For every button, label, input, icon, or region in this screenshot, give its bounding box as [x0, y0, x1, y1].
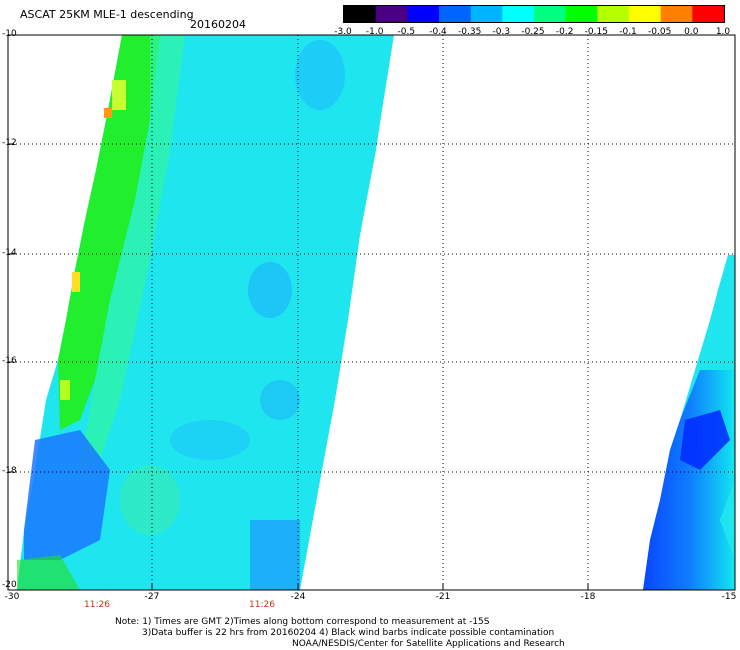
yellow-spot: [60, 380, 70, 400]
left-swath-patch: [260, 380, 300, 420]
colorbar-label: -0.15: [584, 27, 608, 37]
colorbar-segment: [565, 6, 598, 22]
colorbar-label: -0.25: [521, 27, 545, 37]
right-swath-blue: [643, 370, 735, 590]
colorbar-segment: [375, 6, 408, 22]
time-label: 11:26: [84, 600, 110, 610]
colorbar-segment: [629, 6, 662, 22]
x-tick-label: -15: [721, 592, 737, 602]
yellow-spot: [112, 80, 126, 110]
left-swath-green-band: [58, 35, 160, 430]
colorbar-segment: [597, 6, 630, 22]
y-tick-label: -10: [2, 29, 17, 39]
colorbar-segment: [534, 6, 567, 22]
x-tick-label: -24: [290, 592, 306, 602]
colorbar: [343, 5, 725, 23]
colorbar-labels: -3.0 -1.0 -0.5 -0.4 -0.35 -0.3 -0.25 -0.2 -0.15 -…: [330, 27, 735, 39]
left-swath-blue-patch: [24, 430, 110, 560]
map-title: ASCAT 25KM MLE-1 descending: [20, 8, 194, 21]
colorbar-label: -0.35: [458, 27, 482, 37]
colorbar-segment: [692, 6, 724, 22]
x-tick-label: -21: [435, 592, 451, 602]
y-tick-label: -14: [2, 248, 17, 258]
notes: Note: 1) Times are GMT 2)Times along bot…: [115, 617, 565, 650]
colorbar-segment: [344, 6, 377, 22]
colorbar-label: -0.2: [555, 27, 574, 37]
map-date: 20160204: [190, 18, 246, 31]
colorbar-segment: [660, 6, 693, 22]
y-tick-label: -16: [2, 356, 17, 366]
colorbar-label: 1.0: [715, 27, 731, 37]
colorbar-label: -0.4: [429, 27, 447, 37]
x-tick-label: -30: [4, 592, 20, 602]
plot-frame: [7, 34, 736, 591]
colorbar-label: -0.05: [648, 27, 672, 37]
grid-lines: [8, 35, 735, 590]
right-swath-deep-blue: [680, 410, 730, 470]
orange-spot: [104, 108, 112, 118]
note-line: NOAA/NESDIS/Center for Satellite Applica…: [292, 639, 565, 649]
colorbar-label: -0.1: [619, 27, 637, 37]
left-swath-patch: [295, 40, 345, 110]
tick-marks: [8, 34, 589, 591]
colorbar-label: -1.0: [365, 27, 384, 37]
y-tick-label: -12: [2, 138, 17, 148]
left-swath-blue-patch: [250, 520, 300, 590]
left-swath-patch: [170, 420, 250, 460]
x-tick-label: -27: [144, 592, 160, 602]
y-tick-label: -18: [2, 466, 17, 476]
colorbar-label: -0.5: [397, 27, 416, 37]
colorbar-segment: [470, 6, 503, 22]
colorbar-segment: [407, 6, 440, 22]
x-tick-label: -18: [580, 592, 596, 602]
left-swath-patch: [248, 262, 292, 318]
colorbar-label: -3.0: [334, 27, 352, 37]
colorbar-segment: [502, 6, 535, 22]
yellow-spot: [72, 272, 80, 292]
note-line: Note: 1) Times are GMT 2)Times along bot…: [115, 617, 490, 627]
y-tick-label: -20: [2, 580, 17, 590]
left-swath-patch: [120, 465, 180, 535]
colorbar-label: 0.0: [684, 27, 699, 37]
time-label: 11:26: [249, 600, 275, 610]
left-swath-blue-patch: [17, 555, 80, 590]
left-swath-greenish-band: [80, 35, 185, 470]
colorbar-label: -0.3: [492, 27, 511, 37]
colorbar-segment: [439, 6, 472, 22]
note-line: 3)Data buffer is 22 hrs from 20160204 4)…: [142, 628, 555, 638]
